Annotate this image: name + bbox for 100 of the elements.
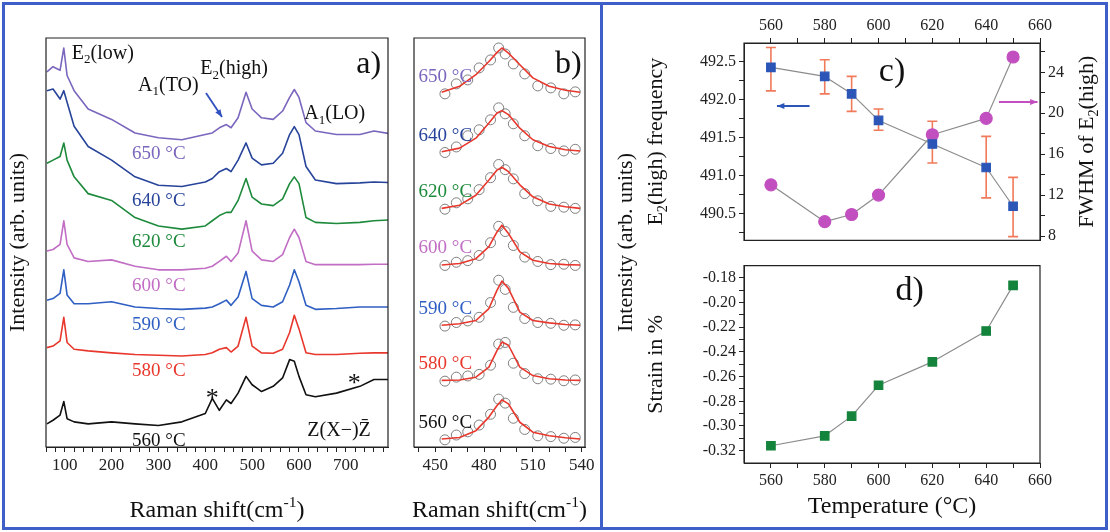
annotation: * bbox=[347, 368, 361, 398]
y-tick-label: -0.18 bbox=[702, 268, 736, 286]
point bbox=[439, 259, 451, 271]
y-tick-label: -0.22 bbox=[702, 317, 736, 335]
y2-tick-label: 24 bbox=[1048, 62, 1064, 80]
x-tick-label: 560 bbox=[758, 15, 783, 33]
point bbox=[519, 130, 531, 142]
point bbox=[450, 197, 462, 209]
y-tick-label: 491.5 bbox=[700, 128, 736, 146]
series-label: 560 °C bbox=[418, 410, 473, 432]
point bbox=[569, 374, 581, 386]
x-tick-label: 510 bbox=[520, 454, 546, 474]
point bbox=[981, 162, 992, 173]
point bbox=[473, 368, 485, 380]
y-axis-title: Intensity (arb. units) bbox=[612, 152, 637, 333]
point bbox=[1008, 280, 1018, 291]
point bbox=[439, 203, 451, 215]
point bbox=[532, 195, 544, 207]
point bbox=[439, 88, 451, 100]
y-tick-label: 492.0 bbox=[700, 90, 736, 108]
y-tick-label: -0.28 bbox=[702, 391, 736, 409]
point bbox=[558, 145, 570, 157]
annotation: d) bbox=[895, 270, 924, 309]
x-tick-label: 600 bbox=[866, 470, 891, 488]
point bbox=[493, 393, 505, 405]
point bbox=[545, 373, 557, 385]
x-tick-label: 480 bbox=[471, 454, 497, 474]
point bbox=[462, 315, 474, 327]
y2-tick-label: 20 bbox=[1048, 103, 1064, 121]
point bbox=[450, 256, 462, 268]
point bbox=[519, 188, 531, 200]
y-tick-label: -0.24 bbox=[702, 342, 736, 360]
x-tick-label: 640 bbox=[974, 15, 999, 33]
point bbox=[485, 54, 497, 66]
point bbox=[462, 370, 474, 382]
point bbox=[485, 172, 497, 184]
x-tick-label: 540 bbox=[568, 454, 595, 474]
point bbox=[473, 419, 485, 431]
point bbox=[532, 430, 544, 442]
point bbox=[519, 423, 531, 435]
point bbox=[545, 431, 557, 443]
point bbox=[493, 42, 505, 54]
point bbox=[493, 102, 505, 114]
point bbox=[979, 111, 993, 125]
series-label: 600 °C bbox=[418, 236, 473, 258]
series-label: 650 °C bbox=[418, 64, 473, 86]
point bbox=[499, 336, 511, 348]
point bbox=[473, 184, 485, 196]
x-tick-label: 100 bbox=[51, 454, 78, 474]
y-tick-label: 491.0 bbox=[700, 166, 736, 184]
point bbox=[519, 68, 531, 80]
point bbox=[473, 124, 485, 136]
point bbox=[558, 258, 570, 270]
point bbox=[519, 368, 531, 380]
series-label: 600 °C bbox=[132, 273, 186, 295]
point bbox=[845, 207, 859, 222]
series-label: 620 °C bbox=[132, 229, 186, 251]
point bbox=[493, 274, 505, 286]
point bbox=[532, 317, 544, 328]
x-tick-label: 300 bbox=[145, 454, 172, 474]
point bbox=[569, 431, 581, 443]
point bbox=[499, 164, 511, 176]
x-tick-label: 560 bbox=[758, 470, 783, 488]
point bbox=[439, 375, 451, 387]
point bbox=[569, 259, 581, 271]
x-tick-label: 580 bbox=[812, 15, 837, 33]
point bbox=[558, 432, 570, 444]
point bbox=[450, 141, 462, 153]
point bbox=[545, 200, 557, 212]
series-label: 580 °C bbox=[418, 352, 473, 374]
series-label: 640 °C bbox=[418, 123, 473, 145]
series-label: 590 °C bbox=[132, 312, 186, 334]
point bbox=[499, 397, 511, 409]
point bbox=[846, 89, 857, 99]
y-tick-label: 492.5 bbox=[700, 52, 736, 70]
point bbox=[766, 440, 776, 451]
point bbox=[499, 226, 511, 238]
x-tick-label: 700 bbox=[333, 454, 359, 474]
point bbox=[766, 62, 776, 73]
x-tick-label: 640 bbox=[974, 470, 999, 488]
point bbox=[1008, 201, 1018, 212]
point bbox=[507, 357, 519, 369]
point bbox=[499, 108, 511, 120]
point bbox=[507, 173, 519, 185]
point bbox=[462, 255, 474, 267]
point bbox=[485, 359, 497, 371]
x-tick-label: 620 bbox=[920, 15, 945, 33]
x-tick-label: 500 bbox=[239, 454, 265, 474]
point bbox=[493, 158, 505, 170]
y-tick-label: -0.20 bbox=[702, 292, 736, 310]
point bbox=[569, 86, 581, 98]
series-label: 580 °C bbox=[132, 359, 186, 381]
y-tick-label: -0.30 bbox=[702, 416, 736, 434]
point bbox=[450, 371, 462, 383]
series-label: 640 °C bbox=[132, 189, 186, 211]
point bbox=[519, 251, 531, 263]
point bbox=[493, 338, 505, 350]
point bbox=[981, 326, 992, 336]
x-tick-label: 600 bbox=[286, 454, 312, 474]
point bbox=[558, 88, 570, 100]
